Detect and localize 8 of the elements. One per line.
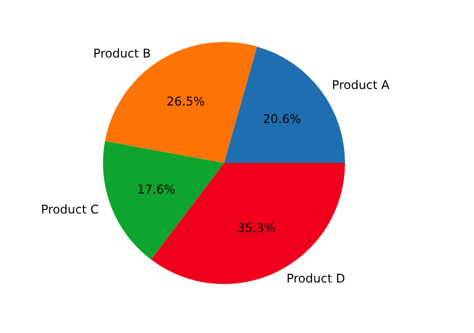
data-label: 17.6% bbox=[137, 182, 176, 196]
data-label: 35.3% bbox=[237, 220, 276, 235]
slice-label: Product A bbox=[332, 78, 390, 92]
slice-label: Product C bbox=[40, 202, 99, 217]
data-label: 20.6% bbox=[262, 112, 301, 126]
slice-label: Product D bbox=[286, 271, 346, 286]
slice-label: Product B bbox=[93, 46, 151, 60]
data-label: 26.5% bbox=[166, 94, 205, 108]
